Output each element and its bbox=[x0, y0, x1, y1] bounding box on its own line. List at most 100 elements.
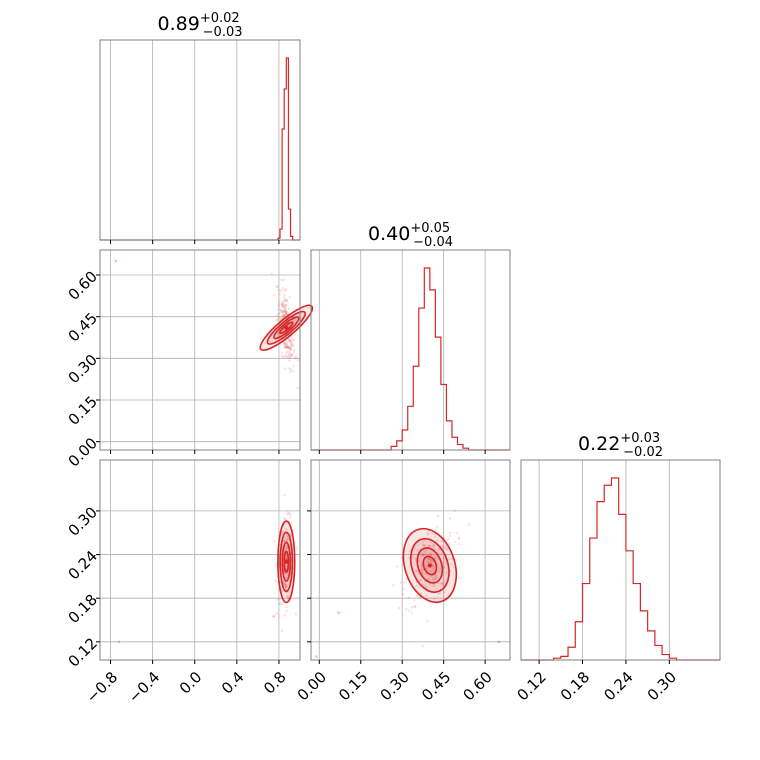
scatter-point bbox=[284, 311, 288, 314]
scatter-point bbox=[283, 288, 287, 292]
scatter-point bbox=[402, 587, 406, 591]
scatter-point bbox=[285, 605, 288, 608]
title-lower-error: −0.04 bbox=[413, 235, 453, 250]
scatter-point bbox=[448, 534, 452, 538]
scatter-point bbox=[286, 350, 290, 353]
scatter-point bbox=[431, 544, 435, 548]
scatter-point bbox=[283, 538, 287, 541]
scatter-point bbox=[445, 563, 449, 567]
panel-title: 0.22+0.03 −0.02 bbox=[578, 431, 663, 460]
scatter-point bbox=[288, 296, 292, 299]
scatter-point bbox=[289, 346, 293, 350]
scatter-point bbox=[282, 355, 286, 359]
y-tick-label: 0.30 bbox=[65, 503, 101, 539]
x-tick-label: 0.30 bbox=[377, 668, 413, 704]
x-tick-label: 0.30 bbox=[644, 668, 680, 704]
scatter-point bbox=[280, 278, 283, 282]
scatter-point bbox=[421, 553, 424, 557]
scatter-point bbox=[425, 549, 428, 553]
scatter-point bbox=[281, 305, 285, 309]
scatter-point bbox=[455, 558, 458, 562]
scatter-point bbox=[286, 528, 289, 531]
scatter-point bbox=[293, 333, 297, 337]
scatter-point bbox=[282, 313, 286, 316]
scatter-point bbox=[284, 582, 288, 585]
scatter-point bbox=[285, 554, 288, 557]
scatter-point bbox=[289, 341, 293, 344]
scatter-point bbox=[407, 596, 410, 599]
scatter-point bbox=[442, 561, 445, 565]
scatter-point bbox=[283, 304, 287, 307]
scatter-point bbox=[431, 564, 434, 567]
scatter-point bbox=[276, 284, 279, 288]
scatter-point bbox=[430, 553, 433, 556]
scatter-point bbox=[281, 314, 284, 318]
scatter-point bbox=[392, 583, 395, 587]
scatter-point bbox=[284, 297, 288, 301]
scatter-point bbox=[441, 582, 445, 585]
scatter-point bbox=[272, 293, 276, 297]
scatter-point bbox=[285, 564, 288, 568]
scatter-point bbox=[434, 575, 437, 579]
scatter-point bbox=[282, 309, 285, 312]
scatter-point bbox=[437, 592, 441, 596]
scatter-point bbox=[285, 583, 288, 587]
scatter-point bbox=[420, 566, 424, 570]
scatter-point bbox=[286, 346, 290, 349]
scatter-point bbox=[457, 536, 461, 540]
scatter-point bbox=[284, 585, 288, 589]
scatter-point bbox=[286, 340, 289, 344]
scatter-point bbox=[430, 575, 434, 579]
scatter-point bbox=[285, 573, 288, 577]
scatter-point bbox=[415, 570, 419, 573]
title-lower-error: −0.03 bbox=[203, 25, 243, 40]
scatter-point bbox=[284, 557, 288, 560]
scatter-point bbox=[285, 342, 288, 346]
scatter-point bbox=[421, 540, 425, 543]
scatter-point bbox=[426, 619, 429, 623]
scatter-point bbox=[292, 344, 295, 347]
scatter-point bbox=[425, 565, 428, 568]
scatter-point bbox=[282, 313, 286, 317]
scatter-point bbox=[432, 543, 435, 547]
scatter-point bbox=[285, 309, 288, 313]
scatter-point bbox=[286, 346, 289, 349]
x-tick-label: 0.18 bbox=[557, 668, 593, 704]
scatter-point bbox=[289, 343, 293, 346]
y-tick-label: 0.15 bbox=[65, 392, 101, 428]
histogram-line bbox=[311, 267, 510, 451]
scatter-point bbox=[283, 367, 287, 370]
scatter-point bbox=[433, 547, 437, 551]
scatter-point bbox=[443, 546, 446, 550]
scatter-point bbox=[423, 550, 426, 554]
scatter-point bbox=[282, 303, 285, 307]
scatter-point bbox=[440, 582, 443, 585]
scatter-point bbox=[285, 344, 289, 348]
scatter-point bbox=[397, 606, 401, 610]
outlier-point bbox=[497, 640, 501, 644]
scatter-point bbox=[273, 539, 276, 543]
scatter-point bbox=[276, 314, 279, 318]
scatter-point bbox=[399, 581, 403, 585]
scatter-point bbox=[413, 605, 417, 609]
scatter-point bbox=[283, 539, 286, 543]
scatter-point bbox=[288, 590, 292, 593]
scatter-point bbox=[425, 566, 429, 570]
scatter-point bbox=[279, 308, 282, 311]
scatter-point bbox=[450, 557, 453, 561]
scatter-point bbox=[421, 568, 424, 572]
scatter-point bbox=[275, 580, 279, 584]
scatter-point bbox=[275, 612, 279, 615]
outlier-point bbox=[117, 640, 121, 644]
scatter-point bbox=[428, 551, 432, 555]
y-tick-label: 0.12 bbox=[65, 634, 101, 670]
panel-title: 0.89+0.02 −0.03 bbox=[158, 11, 243, 40]
scatter-point bbox=[288, 370, 292, 373]
scatter-point bbox=[288, 367, 291, 370]
scatter-point bbox=[289, 349, 292, 352]
scatter-point bbox=[285, 594, 289, 597]
scatter-point bbox=[428, 544, 432, 548]
scatter-point bbox=[424, 585, 428, 588]
scatter-point bbox=[279, 308, 282, 312]
scatter-point bbox=[281, 305, 285, 309]
